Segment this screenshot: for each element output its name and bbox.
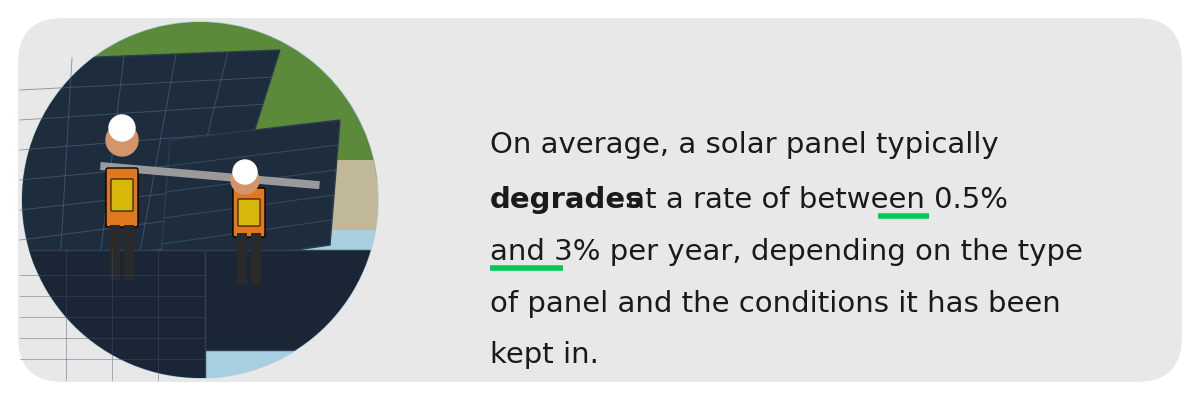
FancyBboxPatch shape [106, 168, 138, 227]
Bar [205, 250, 370, 350]
Circle shape [106, 124, 138, 156]
Bar [22, 130, 378, 180]
Circle shape [214, 99, 246, 131]
Bar [110, 225, 120, 280]
Polygon shape [160, 120, 340, 270]
FancyBboxPatch shape [233, 188, 265, 237]
Text: On average, a solar panel typically: On average, a solar panel typically [490, 131, 998, 159]
FancyBboxPatch shape [112, 179, 133, 211]
Circle shape [22, 22, 378, 378]
Wedge shape [22, 22, 378, 200]
Bar [124, 225, 134, 280]
Bar [22, 160, 378, 230]
Bar [238, 233, 247, 285]
Polygon shape [20, 50, 280, 270]
Bar [251, 233, 262, 285]
Circle shape [109, 115, 134, 141]
Wedge shape [25, 22, 376, 200]
Bar [20, 250, 205, 380]
Circle shape [188, 78, 232, 122]
Circle shape [137, 87, 173, 123]
Circle shape [233, 160, 257, 184]
Bar [100, 162, 320, 189]
Text: and 3% per year, depending on the type: and 3% per year, depending on the type [490, 238, 1082, 266]
Text: of panel and the conditions it has been: of panel and the conditions it has been [490, 290, 1061, 318]
FancyBboxPatch shape [238, 199, 260, 226]
Circle shape [152, 82, 208, 138]
Text: at a rate of between 0.5%: at a rate of between 0.5% [618, 186, 1008, 214]
FancyBboxPatch shape [18, 18, 1182, 382]
Text: kept in.: kept in. [490, 341, 599, 369]
Text: degrades: degrades [490, 186, 643, 214]
Circle shape [230, 166, 259, 194]
